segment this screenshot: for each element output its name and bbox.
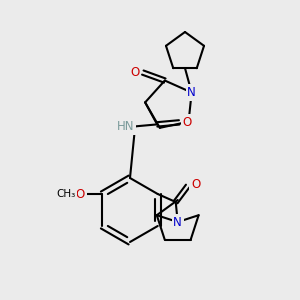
Text: CH₃: CH₃ xyxy=(57,189,76,199)
Text: N: N xyxy=(173,215,182,229)
Text: O: O xyxy=(182,116,192,129)
Text: O: O xyxy=(76,188,85,200)
Text: O: O xyxy=(130,66,140,79)
Text: HN: HN xyxy=(116,120,134,133)
Text: O: O xyxy=(191,178,200,190)
Text: N: N xyxy=(187,86,196,99)
